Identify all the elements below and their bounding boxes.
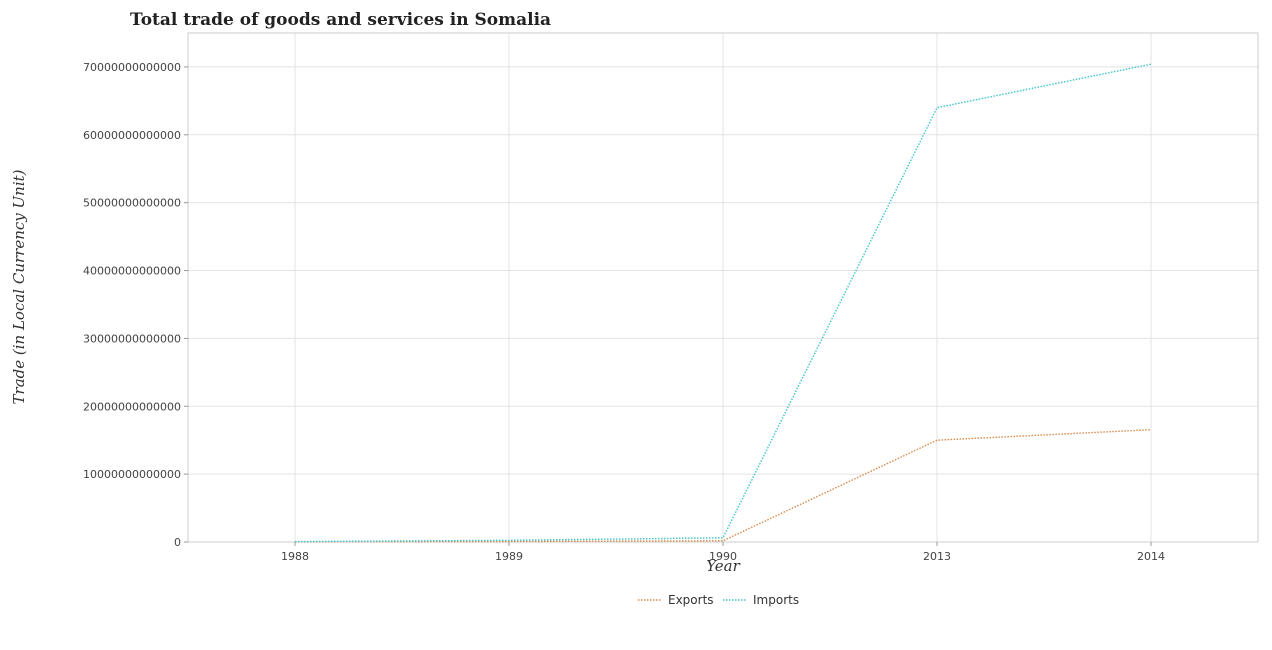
- x-tick-label: 1988: [281, 550, 309, 563]
- legend-label-imports: Imports: [753, 593, 799, 607]
- chart-title: Total trade of goods and services in Som…: [130, 10, 551, 30]
- y-tick-labels: 0 10000000000000 20000000000000 30000000000…: [83, 61, 188, 549]
- y-tick-label: 20000000000000: [83, 400, 181, 413]
- x-tick-labels: 1988 1989 1990 2013 2014: [281, 542, 1165, 563]
- legend: Exports Imports: [638, 593, 799, 607]
- y-tick-label: 40000000000000: [83, 265, 181, 278]
- y-tick-label: 0: [174, 536, 181, 549]
- y-tick-label: 10000000000000: [83, 468, 181, 481]
- y-tick-label: 30000000000000: [83, 332, 181, 345]
- series-lines: [294, 63, 1152, 543]
- x-tick-label: 2013: [923, 550, 951, 563]
- legend-label-exports: Exports: [668, 593, 714, 607]
- x-tick-label: 1989: [495, 550, 523, 563]
- y-tick-label: 70000000000000: [83, 61, 181, 74]
- series-line-exports: [294, 429, 1152, 543]
- x-tick-label: 2014: [1137, 550, 1165, 563]
- grid-x: [294, 33, 1152, 542]
- y-tick-label: 60000000000000: [83, 129, 181, 142]
- x-axis-title: Year: [706, 557, 740, 575]
- y-tick-label: 50000000000000: [83, 197, 181, 210]
- series-line-imports: [294, 63, 1152, 543]
- x-tick-label: 1990: [709, 550, 737, 563]
- y-axis-title: Trade (in Local Currency Unit): [10, 169, 28, 404]
